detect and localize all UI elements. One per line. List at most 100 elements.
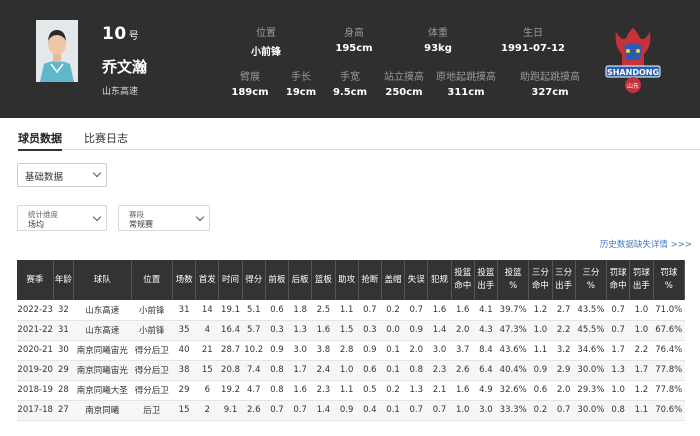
column-header[interactable]: 年龄 [53, 260, 75, 300]
column-header[interactable]: 犯规 [427, 260, 452, 300]
column-header[interactable]: 投篮 命中 [451, 260, 475, 300]
tab-bar: 球员数据 比赛日志 [18, 128, 700, 151]
column-header[interactable]: 抢断 [358, 260, 382, 300]
history-missing-link[interactable]: 历史数据缺失详情 >>> [599, 240, 692, 250]
stat-value: 小前锋 [251, 47, 281, 58]
column-header[interactable]: 前板 [265, 260, 290, 300]
table-cell: 28 [53, 380, 74, 401]
table-cell: 71.0% [653, 300, 685, 321]
stage-select[interactable]: 赛段 常规赛 [118, 205, 210, 231]
table-cell: 40 [172, 340, 196, 361]
stat-label: 身高 [344, 28, 364, 39]
table-cell: 0.7 [265, 400, 289, 421]
column-header[interactable]: 罚球% [653, 260, 685, 300]
table-cell: 2.0 [552, 380, 576, 401]
table-cell: 0.8 [404, 360, 428, 381]
column-header[interactable]: 赛季 [17, 260, 54, 300]
chevron-down-icon [92, 212, 102, 222]
table-cell: 4.7 [242, 380, 266, 401]
table-cell: 77.8% [653, 360, 685, 381]
table-row: 2018-19 28 南京同曦大圣 得分后卫 29 6 19.2 4.7 0.8 1.6 2.3 1.… [17, 380, 685, 401]
table-cell: 2.4 [311, 360, 335, 381]
table-cell: 7.4 [242, 360, 266, 381]
column-header[interactable]: 首发 [195, 260, 220, 300]
table-cell: 1.3 [606, 360, 630, 381]
table-cell: 19.1 [218, 300, 243, 321]
table-cell: 1.6 [451, 380, 475, 401]
table-cell: 1.5 [335, 320, 359, 341]
table-cell: 1.8 [288, 300, 312, 321]
table-cell: 2.3 [427, 360, 452, 381]
tab-game-log[interactable]: 比赛日志 [84, 132, 128, 145]
table-cell: 16.4 [218, 320, 243, 341]
tab-player-stats[interactable]: 球员数据 [18, 132, 62, 151]
column-header[interactable]: 罚球 命中 [606, 260, 631, 300]
table-cell: 2021-22 [17, 320, 54, 341]
table-cell: 1.3 [288, 320, 312, 341]
table-cell: 0.1 [381, 340, 405, 361]
table-cell: 0.9 [404, 320, 428, 341]
table-cell: 34.6% [575, 340, 607, 361]
column-header[interactable]: 投篮 出手 [474, 260, 499, 300]
table-cell: 8.4 [474, 340, 498, 361]
table-cell: 2.2 [629, 340, 653, 361]
table-cell: 33.3% [497, 400, 529, 421]
column-header[interactable]: 场数 [172, 260, 197, 300]
table-cell: 2018-19 [17, 380, 54, 401]
table-row: 2019-20 29 南京同曦宙光 得分后卫 38 15 20.8 7.4 0.8 1.7 2.4 1… [17, 360, 685, 381]
table-cell: 1.6 [288, 380, 312, 401]
table-cell: 4.3 [474, 320, 498, 341]
table-cell: 4.9 [474, 380, 498, 401]
stat-height: 身高 195cm [309, 24, 399, 54]
table-cell: 得分后卫 [131, 340, 173, 361]
table-cell: 0.9 [528, 360, 553, 381]
shandong-logo-icon: SHANDONG 山东 [605, 28, 661, 93]
table-cell: 1.0 [606, 380, 630, 401]
column-header[interactable]: 位置 [131, 260, 173, 300]
table-cell: 5.7 [242, 320, 266, 341]
table-cell: 0.7 [606, 300, 630, 321]
table-cell: 山东高速 [73, 300, 132, 321]
data-type-select[interactable]: 基础数据 [17, 163, 107, 187]
table-cell: 南京同曦大圣 [73, 380, 132, 401]
table-cell: 0.7 [427, 400, 452, 421]
table-cell: 2.1 [427, 380, 452, 401]
table-cell: 2.3 [311, 380, 335, 401]
table-cell: 1.2 [528, 300, 553, 321]
column-header[interactable]: 三分 命中 [528, 260, 553, 300]
table-cell: 3.2 [552, 340, 576, 361]
column-header[interactable]: 罚球 出手 [629, 260, 654, 300]
table-cell: 2022-23 [17, 300, 54, 321]
table-cell: 0.5 [358, 380, 382, 401]
stats-table: 赛季 年龄 球队 位置 场数 首发 时间 得分 前板 后板 篮板 助攻 抢断 盖帽 失误 犯规 投篮 命中 投篮 出手… [17, 260, 685, 421]
column-header[interactable]: 得分 [242, 260, 266, 300]
column-header[interactable]: 篮板 [311, 260, 336, 300]
column-header[interactable]: 后板 [288, 260, 313, 300]
stat-dimension-select[interactable]: 统计维度 场均 [17, 205, 107, 231]
chevron-down-icon [195, 212, 205, 222]
column-header[interactable]: 球队 [73, 260, 132, 300]
table-cell: 2017-18 [17, 400, 54, 421]
column-header[interactable]: 三分 出手 [552, 260, 576, 300]
column-header[interactable]: 失误 [404, 260, 429, 300]
table-cell: 35 [172, 320, 196, 341]
stat-label: 手宽 [340, 72, 360, 83]
column-header[interactable]: 三分% [575, 260, 608, 300]
table-cell: 0.9 [335, 400, 359, 421]
column-header[interactable]: 时间 [218, 260, 243, 300]
stat-value: 189cm [231, 87, 269, 98]
table-cell: 28.7 [218, 340, 243, 361]
table-cell: 0.1 [381, 400, 405, 421]
table-cell: 9.1 [218, 400, 243, 421]
column-header[interactable]: 投篮% [497, 260, 530, 300]
column-header[interactable]: 盖帽 [381, 260, 406, 300]
table-cell: 1.7 [288, 360, 312, 381]
data-type-select-value: 基础数据 [25, 172, 64, 183]
table-cell: 5.1 [242, 300, 266, 321]
stat-value: 250cm [385, 87, 423, 98]
table-cell: 南京同曦宙光 [73, 360, 132, 381]
column-header[interactable]: 助攻 [335, 260, 359, 300]
logo-text: SHANDONG [607, 68, 659, 77]
stat-value: 327cm [531, 87, 569, 98]
